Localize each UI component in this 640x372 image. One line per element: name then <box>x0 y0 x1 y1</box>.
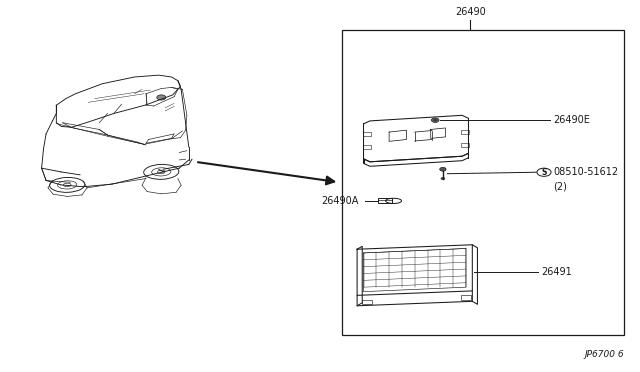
Circle shape <box>441 177 445 180</box>
Circle shape <box>431 118 439 122</box>
Bar <box>363 132 371 136</box>
Circle shape <box>440 167 446 171</box>
Circle shape <box>157 95 166 100</box>
Text: 26491: 26491 <box>541 267 572 277</box>
Text: 26490E: 26490E <box>554 115 591 125</box>
Bar <box>461 143 469 147</box>
Bar <box>363 145 371 149</box>
Bar <box>342 30 624 335</box>
Text: 26490: 26490 <box>455 7 486 17</box>
Bar <box>362 300 372 304</box>
Bar <box>461 130 469 134</box>
Text: 26490A: 26490A <box>321 196 358 206</box>
Text: JP6700 6: JP6700 6 <box>584 350 624 359</box>
Text: 08510-51612: 08510-51612 <box>553 167 618 177</box>
Bar <box>378 198 392 203</box>
Text: (2): (2) <box>553 182 567 191</box>
Circle shape <box>433 119 437 121</box>
Text: S: S <box>541 168 547 177</box>
Bar <box>461 295 471 300</box>
